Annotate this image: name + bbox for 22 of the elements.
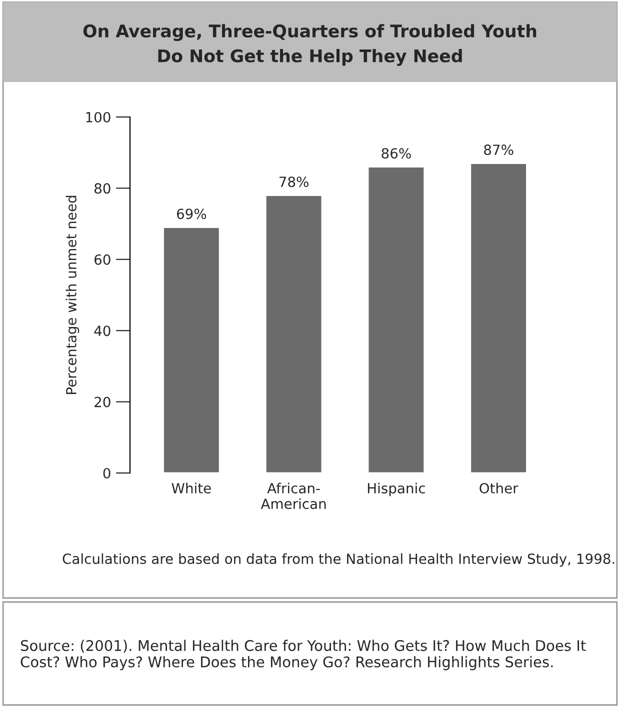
data-label: 69%	[176, 208, 206, 220]
data-label: 86%	[382, 148, 411, 159]
y-tick-label: 0	[103, 468, 110, 478]
bar	[162, 226, 220, 473]
y-axis-title: Percentage with unmet need	[66, 196, 80, 394]
bar	[367, 166, 426, 473]
y-tick-label: 40	[94, 326, 110, 336]
y-tick-label: 100	[86, 112, 110, 122]
x-tick-label: White	[172, 482, 211, 494]
bar	[470, 162, 528, 473]
text: Calculations are based on data from the National Health Interview Study, 1998.	[62, 553, 614, 567]
data-label: 87%	[484, 144, 514, 156]
y-tick-label: 80	[94, 183, 110, 194]
x-tick-label: Other	[480, 482, 518, 494]
x-tick-label: Hispanic	[368, 482, 425, 496]
x-tick-label: African- American	[260, 482, 326, 510]
y-tick-label: 20	[94, 396, 110, 408]
data-label: 78%	[280, 176, 308, 188]
bar	[264, 194, 323, 473]
source-note: Source: (2001). Mental Health Care for Youth: Who Gets It? How Much Does It Cost? Who Pays? Where Does the Money Go? Research Highlights Series.	[20, 640, 586, 670]
chart-title: On Average, Three-Quarters of Troubled Youth Do Not Get the Help They Need	[83, 24, 536, 66]
y-tick-label: 60	[94, 254, 110, 265]
